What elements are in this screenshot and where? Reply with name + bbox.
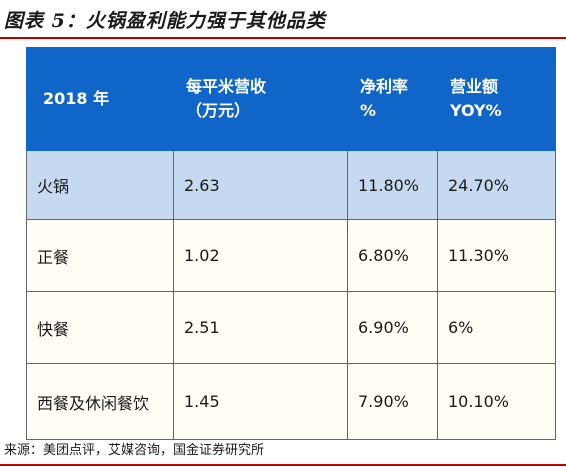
- header-year-label: 2018 年: [43, 89, 110, 108]
- header-net-margin: 净利率 %: [347, 47, 438, 151]
- cell-category: 西餐及休闲餐饮: [26, 363, 174, 440]
- source-note: 来源：美团点评，艾媒咨询，国金证券研究所: [4, 443, 265, 458]
- cell-net-margin: 7.90%: [347, 363, 438, 440]
- table-row: 正餐 1.02 6.80% 11.30%: [26, 219, 556, 292]
- header-revenue-line1: 每平米营收: [186, 77, 267, 96]
- cell-net-margin: 11.80%: [347, 150, 438, 220]
- cell-yoy: 11.30%: [437, 219, 556, 292]
- header-net-margin-line2: %: [360, 101, 377, 120]
- cell-category: 正餐: [26, 219, 174, 292]
- cell-category: 火锅: [26, 150, 174, 220]
- data-table: 2018 年 每平米营收 （万元） 净利率 % 营业额 YOY% 火锅 2.63…: [26, 47, 556, 440]
- cell-yoy: 10.10%: [437, 363, 556, 440]
- header-year: 2018 年: [26, 47, 174, 151]
- table-header-row: 2018 年 每平米营收 （万元） 净利率 % 营业额 YOY%: [26, 47, 556, 151]
- table-row: 西餐及休闲餐饮 1.45 7.90% 10.10%: [26, 363, 556, 440]
- cell-yoy: 6%: [437, 291, 556, 364]
- bottom-divider: [0, 464, 566, 466]
- cell-revenue-per-sqm: 2.63: [173, 150, 348, 220]
- title-divider: [0, 37, 566, 39]
- cell-revenue-per-sqm: 1.02: [173, 219, 348, 292]
- cell-category: 快餐: [26, 291, 174, 364]
- header-yoy-line1: 营业额: [450, 77, 499, 96]
- cell-revenue-per-sqm: 1.45: [173, 363, 348, 440]
- cell-yoy: 24.70%: [437, 150, 556, 220]
- table-row: 快餐 2.51 6.90% 6%: [26, 291, 556, 364]
- cell-net-margin: 6.90%: [347, 291, 438, 364]
- table-row: 火锅 2.63 11.80% 24.70%: [26, 150, 556, 220]
- header-net-margin-line1: 净利率: [360, 77, 409, 96]
- header-revenue-yoy: 营业额 YOY%: [437, 47, 556, 151]
- cell-revenue-per-sqm: 2.51: [173, 291, 348, 364]
- header-revenue-per-sqm: 每平米营收 （万元）: [173, 47, 348, 151]
- cell-net-margin: 6.80%: [347, 219, 438, 292]
- figure-title: 图表 5：火锅盈利能力强于其他品类: [4, 10, 326, 32]
- header-revenue-line2: （万元）: [186, 101, 251, 120]
- header-yoy-line2: YOY%: [450, 101, 502, 120]
